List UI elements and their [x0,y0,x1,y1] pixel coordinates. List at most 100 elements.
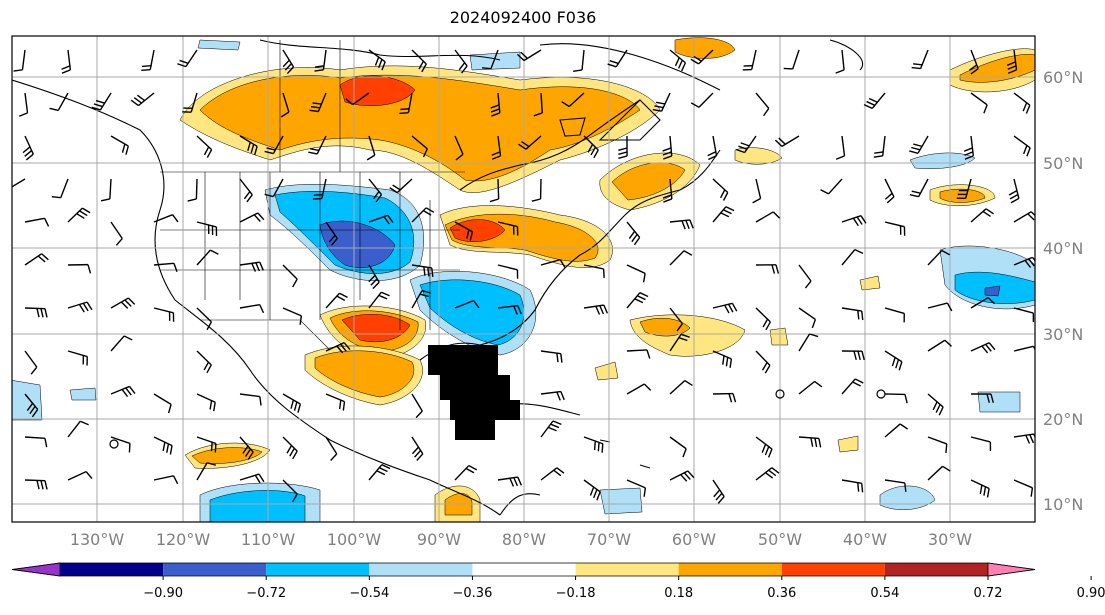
wind-barb-feather [280,111,290,118]
wind-barb [282,264,298,280]
wind-barb-feather [491,151,501,156]
wind-barb-feather [774,139,783,147]
wind-barb-feather [130,99,139,107]
wind-barb-feather [206,149,213,158]
wind-barb [24,436,46,440]
wind-barb-feather [312,102,322,105]
wind-barb-feather [427,267,430,277]
wind-barb-feather [772,211,781,219]
wind-barb-feather [676,323,683,332]
wind-barb-feather [911,190,921,194]
wind-barb-feather [206,462,216,466]
wind-barb-feather [854,378,864,384]
wind-barb-feather [78,304,85,313]
lon-label: 90°W [417,530,461,549]
wind-barb-feather [981,345,989,354]
wind-barb-feather [209,400,213,410]
lon-label: 40°W [843,530,887,549]
wind-barb-feather [422,210,432,216]
wind-barb-feather [895,359,900,369]
wind-barb-feather [490,108,500,113]
colorbar-tick-label: −0.72 [246,586,286,601]
wind-barb [798,307,816,321]
wind-barb-feather [29,405,36,415]
wind-barb-feather [634,298,644,304]
wind-barb-feather [662,194,672,199]
lon-label: 120°W [156,530,211,549]
wind-barb-feather [162,442,166,452]
wind-barb-feather [556,391,561,401]
wind-barb-feather [93,103,103,108]
lat-label: 20°N [1043,410,1083,429]
wind-barb-feather [31,409,39,418]
wind-barb-feather [172,214,179,223]
wind-barb-feather [677,59,683,69]
wind-barb-feather [861,351,865,361]
wind-barb-feather [969,64,978,71]
wind-barb-feather [987,297,996,305]
wind-barb-feather [556,467,565,474]
wind-barb-feather [852,381,861,387]
wind-barb-feather [693,55,702,62]
wind-barb [368,135,376,156]
colorbar-tick-label: −0.18 [556,586,596,601]
wind-barb-feather [372,281,380,290]
wind-barb [67,470,87,481]
wind-barb-feather [589,486,595,496]
wind-barb-feather [128,443,131,453]
wind-barb-feather [593,149,599,159]
wind-barb-feather [330,453,338,461]
wind-barb-feather [590,146,597,156]
wind-barb [411,135,428,150]
wind-barb-feather [455,153,464,161]
wind-barb-feather [121,143,126,153]
wind-barb-feather [259,396,262,406]
wind-barb-feather [662,151,672,156]
wind-barb [109,178,112,200]
wind-barb-feather [491,155,501,160]
wind-barb-feather [166,443,170,453]
colorbar-tick-label: 0.18 [664,586,693,601]
wind-barb-feather [861,483,864,493]
wind-barb-feather [51,195,61,199]
wind-barb-feather [602,268,605,279]
wind-barb [540,258,561,266]
wind-barb-feather [173,263,178,272]
wind-barb-feather [655,101,666,105]
wind-barb [60,178,69,198]
colorbar-tick-label: 0.72 [974,586,1003,601]
wind-barb [841,49,845,70]
wind-barb-feather [297,403,301,413]
wind-barb [669,380,686,395]
wind-barb [581,49,585,70]
wind-barb-feather [128,386,136,395]
wind-barb-feather [421,63,427,73]
wind-barb-feather [373,191,380,200]
wind-barb-feather [289,447,295,457]
wind-barb-feather [681,62,687,72]
wind-barb-feather [310,147,320,152]
wind-barb [24,92,29,113]
wind-barb-feather [682,448,687,458]
wind-barb-feather [172,475,179,485]
wind-barb [352,92,370,106]
wind-barb-feather [857,482,860,492]
wind-barb-feather [643,383,652,391]
wind-barb-feather [517,305,522,315]
wind-barb-feather [550,423,560,429]
colorbar-segment [884,563,988,576]
wind-barb-feather [593,489,598,499]
wind-barb-feather [985,208,994,215]
wind-barb-feather [683,472,691,480]
colorbar-segment [575,563,679,576]
wind-barb [1013,307,1034,314]
wind-barb-feather [771,467,780,474]
wind-barb-feather [37,255,46,263]
wind-barb-feather [990,393,994,403]
wind-barb-feather [942,465,951,472]
wind-barb-feather [115,238,123,246]
wind-barb [669,436,687,450]
wind-barb [239,393,260,398]
wind-barb [411,393,423,412]
map-title: 2024092400 F036 [449,8,597,27]
